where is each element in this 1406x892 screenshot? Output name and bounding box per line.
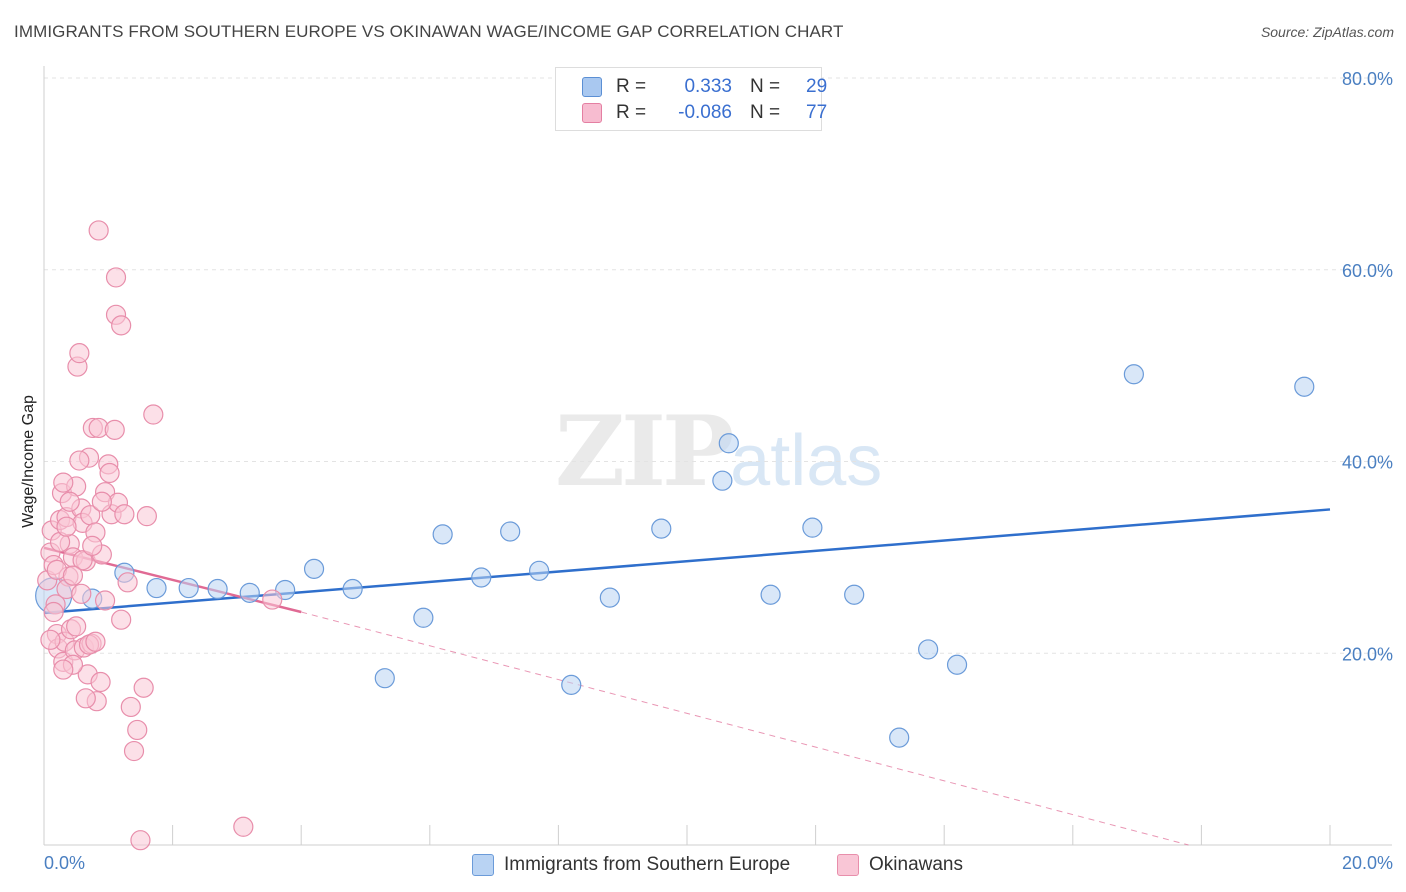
legend-label-okinawans: Okinawans bbox=[869, 854, 963, 875]
legend-r-label: R = bbox=[616, 76, 647, 97]
point-southern-europe bbox=[471, 567, 492, 588]
grid-lines bbox=[44, 77, 1392, 654]
y-tick-label: 60.0% bbox=[1342, 261, 1393, 281]
point-southern-europe bbox=[918, 639, 939, 660]
legend-r-value: 0.333 bbox=[684, 76, 732, 97]
point-okinawans bbox=[127, 719, 148, 741]
point-southern-europe bbox=[432, 524, 453, 545]
point-southern-europe bbox=[946, 654, 968, 675]
point-southern-europe bbox=[500, 521, 521, 542]
point-okinawans bbox=[111, 609, 132, 630]
axis-labels: 20.0% 40.0% 60.0% 80.0% 0.0% 20.0% Wage/Income… bbox=[20, 69, 1393, 873]
point-southern-europe bbox=[651, 518, 672, 539]
point-okinawans bbox=[233, 816, 254, 837]
point-okinawans bbox=[143, 404, 164, 425]
source-credit: Source: ZipAtlas.com bbox=[1260, 24, 1394, 40]
point-southern-europe bbox=[342, 578, 363, 600]
point-southern-europe bbox=[599, 587, 620, 608]
point-okinawans bbox=[90, 671, 111, 693]
point-southern-europe bbox=[802, 517, 823, 538]
point-okinawans bbox=[53, 659, 74, 680]
legend-r-label: R = bbox=[616, 102, 647, 123]
x-tick-label: 20.0% bbox=[1342, 853, 1393, 873]
point-okinawans bbox=[105, 267, 127, 288]
trend-line-southern-europe bbox=[43, 508, 1331, 615]
point-southern-europe bbox=[146, 577, 167, 599]
point-okinawans bbox=[40, 629, 61, 650]
point-southern-europe bbox=[889, 727, 910, 748]
legend-item-okinawans: Okinawans bbox=[837, 852, 963, 878]
point-southern-europe bbox=[718, 433, 739, 454]
point-okinawans bbox=[75, 688, 96, 709]
point-okinawans bbox=[43, 601, 64, 623]
point-okinawans bbox=[59, 491, 80, 512]
point-southern-europe bbox=[1294, 376, 1315, 397]
legend-row-series-2: R = -0.086 N = 77 bbox=[582, 101, 827, 125]
trend-line-okinawans-extension bbox=[301, 611, 1189, 846]
point-southern-europe bbox=[760, 584, 781, 605]
point-okinawans bbox=[99, 462, 120, 484]
point-okinawans bbox=[123, 740, 145, 762]
point-okinawans bbox=[133, 677, 154, 698]
legend-r-value: -0.086 bbox=[678, 102, 732, 123]
correlation-legend: R = 0.333 N = 29 R = -0.086 N = 77 bbox=[555, 67, 827, 131]
point-southern-europe bbox=[529, 560, 550, 581]
legend-item-southern-europe: Immigrants from Southern Europe bbox=[472, 852, 790, 878]
legend-n-value: 77 bbox=[806, 102, 828, 123]
point-okinawans bbox=[66, 616, 87, 637]
point-okinawans bbox=[111, 315, 132, 336]
point-southern-europe bbox=[712, 470, 733, 491]
point-okinawans bbox=[56, 516, 77, 537]
point-okinawans bbox=[94, 590, 116, 611]
point-okinawans bbox=[88, 220, 109, 241]
point-okinawans bbox=[262, 589, 283, 610]
point-southern-europe bbox=[178, 577, 199, 599]
point-okinawans bbox=[72, 550, 93, 571]
legend-n-label: N = bbox=[750, 102, 781, 123]
legend-n-value: 29 bbox=[806, 76, 828, 97]
point-okinawans bbox=[82, 535, 103, 556]
point-okinawans bbox=[120, 696, 141, 718]
point-southern-europe bbox=[374, 668, 395, 689]
point-okinawans bbox=[104, 419, 125, 440]
point-southern-europe bbox=[413, 607, 434, 628]
point-okinawans bbox=[71, 583, 92, 604]
trend-lines bbox=[43, 508, 1331, 846]
point-okinawans bbox=[69, 343, 90, 364]
legend-n-label: N = bbox=[750, 76, 781, 97]
x-tick-label: 0.0% bbox=[44, 853, 85, 873]
point-okinawans bbox=[114, 504, 135, 525]
point-okinawans bbox=[69, 450, 90, 471]
chart-title: IMMIGRANTS FROM SOUTHERN EUROPE VS OKINA… bbox=[14, 22, 844, 41]
point-southern-europe bbox=[303, 558, 325, 579]
y-axis-label: Wage/Income Gap bbox=[20, 395, 37, 528]
point-southern-europe bbox=[1123, 364, 1144, 385]
data-points bbox=[35, 220, 1315, 851]
legend-row-series-1: R = 0.333 N = 29 bbox=[582, 75, 827, 99]
y-tick-label: 40.0% bbox=[1342, 453, 1393, 473]
point-southern-europe bbox=[239, 582, 260, 603]
point-okinawans bbox=[85, 631, 106, 652]
point-southern-europe bbox=[844, 584, 865, 605]
legend-label-southern-europe: Immigrants from Southern Europe bbox=[504, 854, 791, 875]
point-okinawans bbox=[91, 491, 112, 512]
y-tick-label: 80.0% bbox=[1342, 69, 1393, 89]
point-okinawans bbox=[62, 565, 84, 586]
legend-swatch-southern-europe bbox=[472, 854, 494, 876]
point-okinawans bbox=[117, 572, 138, 593]
y-tick-label: 20.0% bbox=[1342, 644, 1393, 664]
point-southern-europe bbox=[207, 578, 228, 600]
point-okinawans bbox=[53, 472, 74, 493]
point-okinawans bbox=[136, 506, 157, 527]
legend-swatch-series-1 bbox=[582, 77, 602, 97]
point-southern-europe bbox=[561, 674, 582, 695]
point-okinawans bbox=[130, 830, 151, 851]
axes bbox=[43, 66, 1392, 846]
legend-swatch-okinawans bbox=[837, 854, 859, 876]
legend-swatch-series-2 bbox=[582, 103, 602, 123]
